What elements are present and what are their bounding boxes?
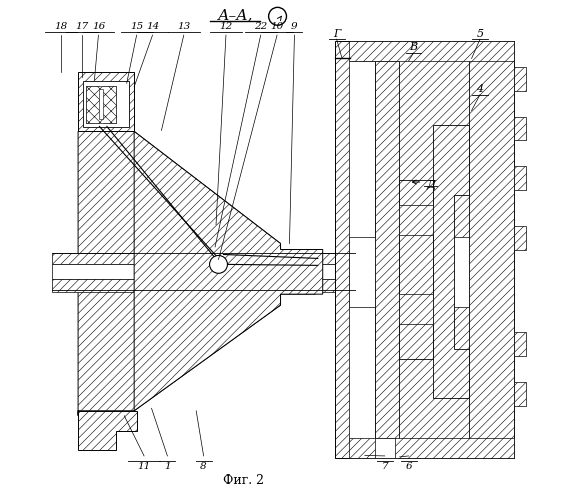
Polygon shape — [399, 294, 433, 324]
Polygon shape — [514, 382, 526, 406]
Text: 1: 1 — [164, 462, 171, 471]
Text: 5: 5 — [476, 28, 484, 38]
Polygon shape — [134, 131, 323, 411]
Polygon shape — [53, 253, 370, 264]
Text: 8: 8 — [200, 462, 207, 471]
Text: 15: 15 — [130, 22, 143, 31]
Polygon shape — [433, 125, 469, 398]
Polygon shape — [469, 41, 514, 458]
Polygon shape — [375, 438, 395, 458]
Polygon shape — [53, 279, 370, 292]
Polygon shape — [399, 205, 433, 235]
Polygon shape — [349, 41, 514, 61]
Text: 22: 22 — [254, 22, 267, 31]
Polygon shape — [335, 41, 514, 458]
Text: А–А,: А–А, — [218, 8, 254, 22]
Polygon shape — [375, 61, 399, 441]
Polygon shape — [83, 81, 129, 127]
Circle shape — [210, 255, 227, 273]
Polygon shape — [78, 411, 136, 451]
Polygon shape — [349, 237, 488, 306]
Polygon shape — [514, 226, 526, 250]
Text: 16: 16 — [92, 22, 105, 31]
Text: В: В — [409, 42, 417, 52]
Polygon shape — [78, 131, 315, 416]
Text: Д: Д — [426, 180, 435, 190]
Polygon shape — [78, 72, 134, 131]
Text: Фиг. 2: Фиг. 2 — [223, 474, 264, 487]
Text: 13: 13 — [177, 22, 190, 31]
Polygon shape — [514, 166, 526, 190]
Polygon shape — [514, 116, 526, 140]
Text: 7: 7 — [381, 462, 388, 471]
Polygon shape — [349, 438, 514, 458]
Text: 10: 10 — [271, 22, 284, 31]
Polygon shape — [399, 180, 433, 359]
Text: 14: 14 — [146, 22, 159, 31]
Text: 17: 17 — [75, 22, 89, 31]
Text: 9: 9 — [291, 22, 297, 31]
Polygon shape — [103, 86, 116, 123]
Polygon shape — [86, 86, 99, 123]
Text: 6: 6 — [405, 462, 412, 471]
Text: 12: 12 — [219, 22, 232, 31]
Text: 18: 18 — [54, 22, 67, 31]
Polygon shape — [53, 264, 370, 279]
Polygon shape — [86, 86, 116, 123]
Polygon shape — [514, 67, 526, 91]
Polygon shape — [514, 332, 526, 356]
Text: 4: 4 — [476, 84, 484, 94]
Polygon shape — [349, 61, 375, 441]
Text: Г: Г — [333, 28, 340, 38]
Text: 11: 11 — [138, 462, 151, 471]
Polygon shape — [99, 89, 103, 119]
